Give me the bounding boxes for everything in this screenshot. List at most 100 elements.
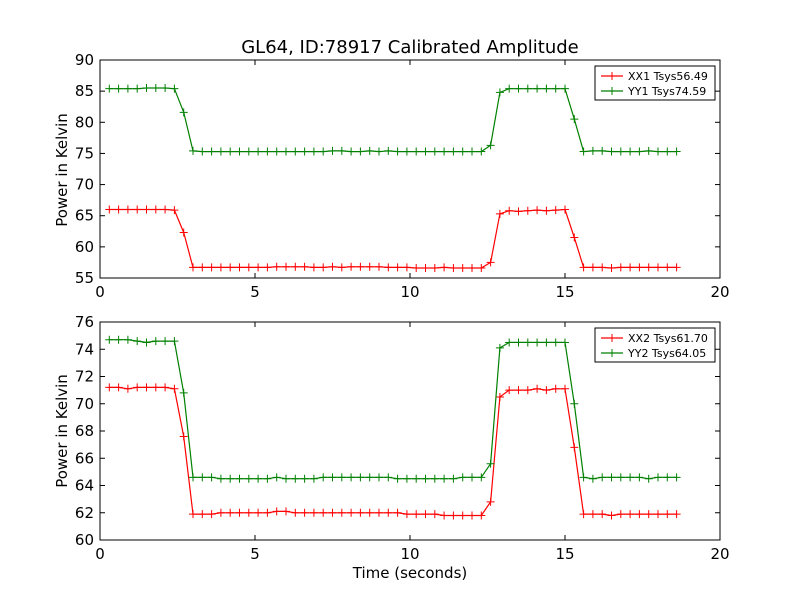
data-point bbox=[644, 474, 653, 483]
data-point bbox=[588, 474, 597, 483]
data-point bbox=[672, 473, 681, 482]
data-point bbox=[607, 511, 616, 520]
y-tick-label: 70 bbox=[75, 176, 94, 194]
x-tick-label: 0 bbox=[95, 283, 105, 301]
data-point bbox=[337, 508, 346, 517]
data-point bbox=[505, 386, 514, 395]
data-point bbox=[616, 510, 625, 519]
data-point bbox=[477, 264, 486, 273]
data-point bbox=[495, 343, 504, 352]
x-tick-label: 15 bbox=[555, 545, 574, 563]
data-point bbox=[226, 147, 235, 156]
data-point bbox=[300, 147, 309, 156]
data-point bbox=[114, 205, 123, 214]
data-point bbox=[430, 510, 439, 519]
x-tick-label: 5 bbox=[250, 283, 260, 301]
data-point bbox=[635, 473, 644, 482]
data-point bbox=[551, 84, 560, 93]
data-point bbox=[123, 384, 132, 393]
data-point bbox=[384, 473, 393, 482]
legend-frame bbox=[594, 327, 716, 363]
x-tick-label: 15 bbox=[555, 283, 574, 301]
data-point bbox=[458, 473, 467, 482]
data-point bbox=[588, 146, 597, 155]
data-point bbox=[337, 263, 346, 272]
data-point bbox=[644, 263, 653, 272]
series-1 bbox=[105, 335, 681, 483]
data-point bbox=[626, 147, 635, 156]
data-point bbox=[254, 263, 263, 272]
data-point bbox=[319, 263, 328, 272]
data-point bbox=[356, 473, 365, 482]
data-point bbox=[375, 473, 383, 482]
data-point bbox=[533, 84, 542, 93]
y-tick-label: 74 bbox=[75, 340, 94, 358]
data-point bbox=[216, 147, 225, 156]
data-point bbox=[654, 510, 662, 519]
data-point bbox=[384, 263, 393, 272]
data-point bbox=[263, 263, 272, 272]
data-point bbox=[598, 473, 607, 482]
data-point bbox=[486, 497, 495, 506]
data-point bbox=[533, 338, 542, 347]
data-point bbox=[607, 147, 616, 156]
data-point bbox=[458, 511, 467, 520]
data-point bbox=[579, 510, 588, 519]
y-tick-label: 70 bbox=[75, 395, 94, 413]
data-point bbox=[170, 206, 179, 215]
legend-label: YY2 Tsys64.05 bbox=[627, 347, 706, 360]
data-point bbox=[161, 383, 170, 392]
y-tick-label: 76 bbox=[75, 313, 94, 331]
data-point bbox=[514, 84, 523, 93]
legend: XX1 Tsys56.49 YY1 Tsys74.59 bbox=[594, 65, 716, 101]
data-point bbox=[375, 147, 383, 156]
series-0 bbox=[105, 205, 681, 273]
data-point bbox=[635, 147, 644, 156]
data-point bbox=[161, 337, 170, 346]
data-point bbox=[235, 147, 244, 156]
data-point bbox=[282, 147, 290, 156]
data-point bbox=[514, 386, 523, 395]
data-point bbox=[105, 335, 114, 344]
data-point bbox=[142, 205, 151, 214]
data-point bbox=[319, 147, 328, 156]
x-tick-label: 5 bbox=[250, 545, 260, 563]
data-point bbox=[495, 88, 504, 97]
data-point bbox=[123, 335, 132, 344]
data-point bbox=[570, 233, 579, 242]
data-point bbox=[495, 209, 504, 218]
data-point bbox=[151, 205, 160, 214]
data-point bbox=[309, 147, 318, 156]
data-point bbox=[588, 510, 597, 519]
data-point bbox=[412, 264, 421, 273]
data-point bbox=[561, 205, 569, 214]
data-point bbox=[282, 262, 290, 271]
data-point bbox=[663, 147, 672, 156]
data-point bbox=[356, 147, 365, 156]
data-point bbox=[198, 147, 207, 156]
data-point bbox=[458, 264, 467, 273]
data-point bbox=[300, 474, 309, 483]
plot-area: 0 5 10 15 20 55 60 65 70 75 80 85 90 bbox=[75, 51, 730, 301]
data-point bbox=[523, 206, 532, 215]
data-point bbox=[468, 511, 476, 520]
data-point bbox=[644, 510, 653, 519]
data-point bbox=[161, 205, 170, 214]
data-point bbox=[347, 473, 356, 482]
data-point bbox=[309, 508, 318, 517]
data-point bbox=[402, 510, 411, 519]
data-point bbox=[663, 473, 672, 482]
data-point bbox=[328, 473, 337, 482]
data-point bbox=[440, 474, 449, 483]
data-point bbox=[375, 508, 383, 517]
data-point bbox=[142, 84, 151, 93]
data-point bbox=[254, 508, 263, 517]
data-point bbox=[598, 263, 607, 272]
data-point bbox=[570, 443, 579, 452]
data-point bbox=[523, 386, 532, 395]
y-tick-label: 72 bbox=[75, 368, 94, 386]
data-point bbox=[319, 473, 328, 482]
data-point bbox=[672, 147, 681, 156]
data-point bbox=[542, 206, 551, 215]
legend-entry: YY2 Tsys64.05 bbox=[601, 347, 706, 360]
